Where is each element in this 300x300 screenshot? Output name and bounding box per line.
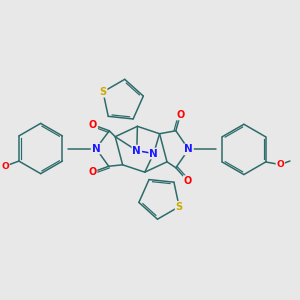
Text: O: O (276, 160, 284, 169)
Text: O: O (176, 110, 184, 119)
Text: N: N (92, 143, 100, 154)
Text: N: N (149, 148, 158, 158)
Text: N: N (132, 146, 141, 156)
Text: S: S (176, 202, 183, 212)
Text: O: O (184, 176, 192, 186)
Text: S: S (100, 87, 106, 97)
Text: O: O (89, 120, 97, 130)
Text: O: O (88, 167, 97, 177)
Text: N: N (184, 144, 193, 154)
Text: O: O (1, 162, 9, 171)
